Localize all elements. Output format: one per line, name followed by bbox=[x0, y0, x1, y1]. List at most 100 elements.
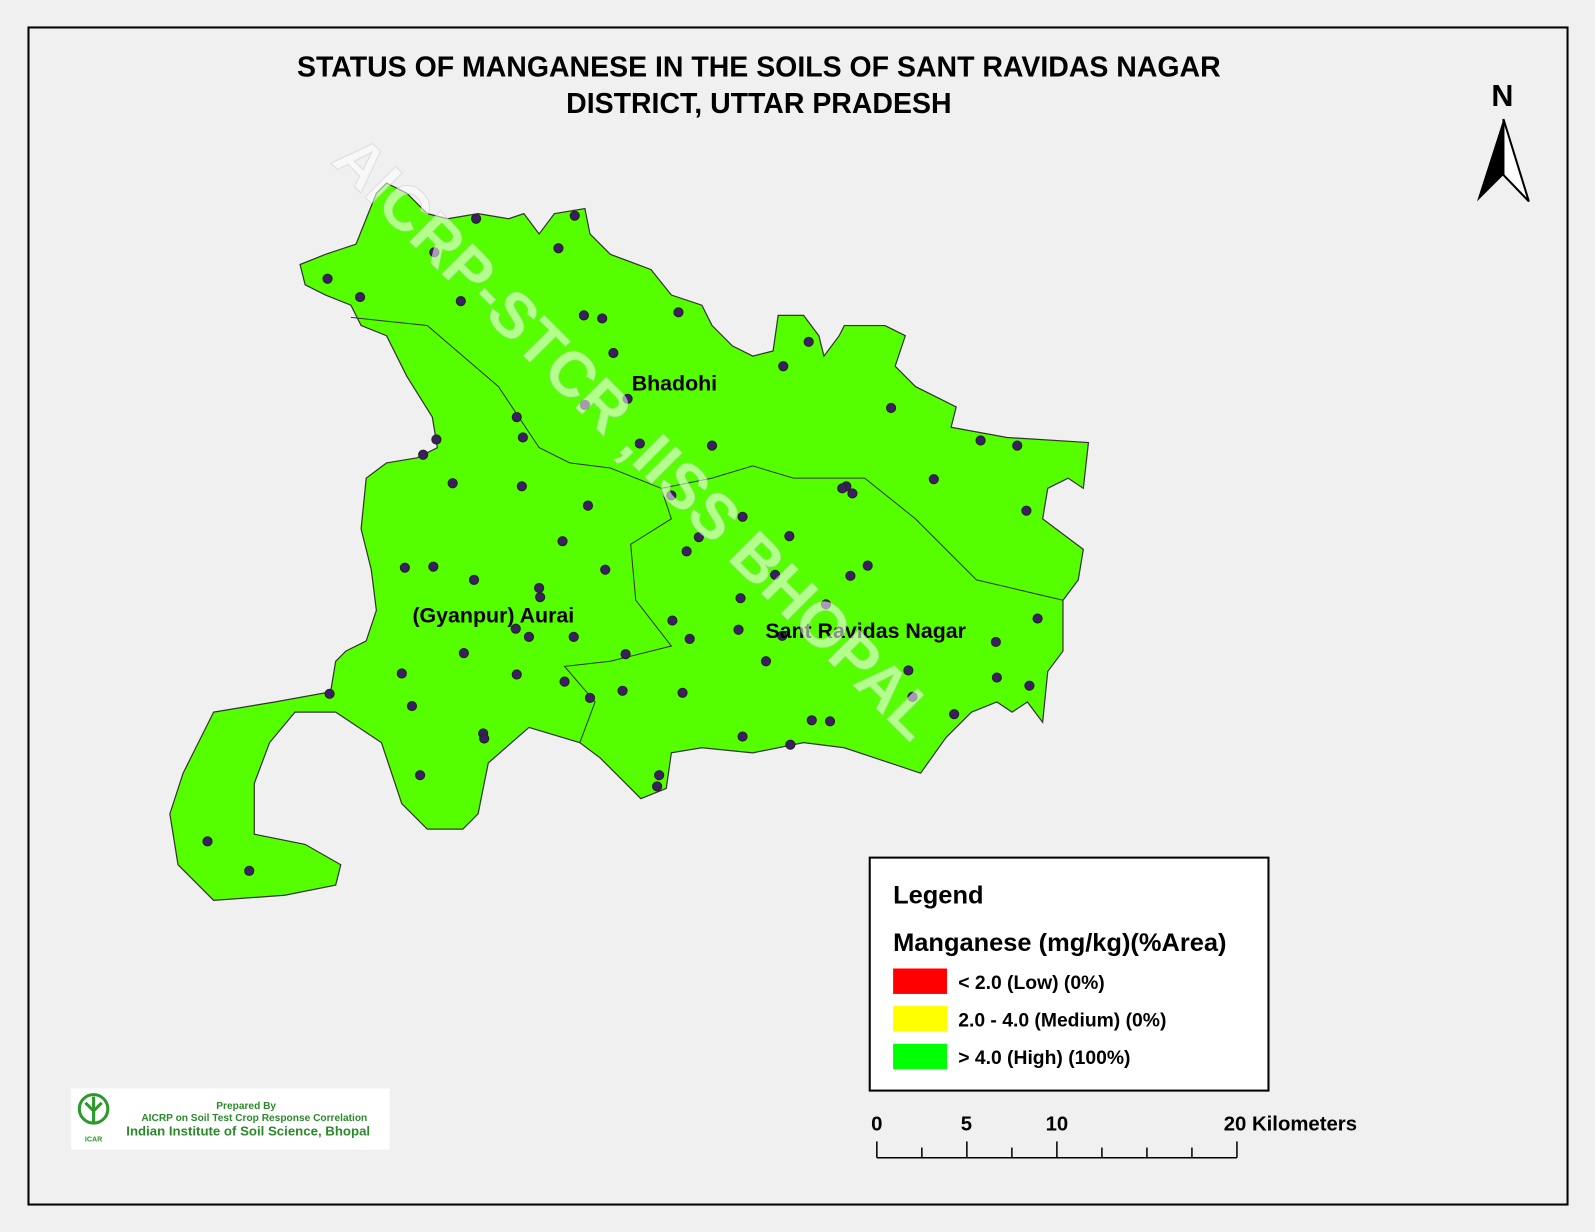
logo-text: ICAR bbox=[85, 1135, 102, 1143]
title: DISTRICT, UTTAR PRADESH bbox=[566, 88, 951, 120]
region-label: (Gyanpur) Aurai bbox=[412, 604, 574, 628]
sample-point bbox=[991, 672, 1002, 683]
legend: Legend Manganese (mg/kg)(%Area) < 2.0 (L… bbox=[868, 856, 1270, 1092]
sample-point bbox=[470, 213, 482, 224]
sample-point bbox=[578, 310, 589, 321]
sample-point bbox=[202, 836, 213, 847]
legend-swatch bbox=[893, 1006, 948, 1032]
sample-point bbox=[582, 500, 594, 511]
sample-point bbox=[455, 296, 466, 307]
sample-point bbox=[885, 402, 897, 414]
sample-point bbox=[666, 490, 677, 501]
sample-point bbox=[654, 770, 665, 781]
region-label: Bhadohi bbox=[632, 372, 717, 396]
sample-point bbox=[706, 440, 718, 451]
legend-label: > 4.0 (High) (100%) bbox=[958, 1048, 1130, 1069]
sample-point bbox=[510, 623, 521, 634]
sample-point bbox=[693, 532, 704, 543]
sample-point bbox=[845, 570, 856, 581]
sample-point bbox=[1024, 680, 1035, 691]
sample-points bbox=[202, 210, 1043, 876]
sample-point bbox=[777, 630, 788, 641]
scale-ticks bbox=[876, 1141, 1238, 1158]
legend-swatch bbox=[893, 1043, 948, 1070]
sample-point bbox=[429, 247, 440, 258]
sample-point bbox=[620, 649, 631, 660]
sample-point bbox=[553, 243, 564, 254]
boundary bbox=[350, 316, 673, 743]
sample-point bbox=[784, 531, 795, 542]
sample-point bbox=[862, 560, 873, 571]
sample-point bbox=[324, 688, 335, 699]
sample-point bbox=[907, 691, 918, 702]
sample-point bbox=[517, 432, 528, 443]
sample-point bbox=[479, 733, 490, 744]
sample-point bbox=[684, 633, 695, 644]
sample-point bbox=[584, 692, 596, 703]
frame bbox=[27, 26, 1569, 1206]
sample-point bbox=[760, 656, 772, 667]
legend-label: 2.0 - 4.0 (Medium) (0%) bbox=[958, 1010, 1166, 1031]
sample-point bbox=[458, 648, 469, 659]
sample-point bbox=[733, 624, 744, 635]
sample-point bbox=[516, 481, 527, 492]
sample-point bbox=[406, 700, 418, 712]
sample-point bbox=[418, 449, 429, 460]
sample-point bbox=[523, 631, 535, 642]
sample-point bbox=[535, 592, 546, 603]
legend-subtitle: Manganese (mg/kg)(%Area) bbox=[893, 929, 1226, 957]
legend-swatch bbox=[893, 968, 948, 994]
sample-point bbox=[770, 569, 781, 580]
boundary bbox=[661, 465, 1064, 601]
sample-point bbox=[244, 865, 255, 876]
legend-items: < 2.0 (Low) (0%) 2.0 - 4.0 (Medium) (0%) >… bbox=[893, 968, 1166, 1070]
sample-point bbox=[847, 488, 858, 499]
logo bbox=[84, 1096, 103, 1124]
sample-point bbox=[634, 438, 645, 449]
arrow-half bbox=[1502, 118, 1530, 203]
sample-point bbox=[617, 685, 628, 696]
sample-point bbox=[806, 715, 817, 726]
sample-point bbox=[622, 393, 633, 404]
legend-label: < 2.0 (Low) (0%) bbox=[958, 973, 1104, 994]
sample-point bbox=[737, 511, 748, 522]
sample-point bbox=[975, 435, 986, 446]
sample-point bbox=[990, 636, 1001, 648]
credit: ICAR Prepared By AICRP on Soil Test Crop… bbox=[71, 1088, 390, 1150]
title: STATUS OF MANGANESE IN THE SOILS OF SANT… bbox=[297, 51, 1221, 83]
sample-point bbox=[677, 687, 688, 698]
sample-point bbox=[447, 478, 458, 489]
sample-point bbox=[511, 669, 522, 680]
sample-point bbox=[1021, 505, 1032, 516]
sample-point bbox=[673, 307, 684, 318]
scale-label: 5 bbox=[961, 1113, 972, 1135]
boundaries bbox=[350, 316, 1064, 743]
sample-point bbox=[322, 273, 333, 284]
sample-point bbox=[569, 210, 580, 221]
credit-text: Indian Institute of Soil Science, Bhopal bbox=[126, 1123, 370, 1138]
sample-point bbox=[803, 336, 814, 347]
sample-point bbox=[737, 731, 748, 742]
sample-point bbox=[667, 615, 678, 626]
sample-point bbox=[1012, 440, 1023, 451]
north-label: N bbox=[1491, 79, 1513, 113]
sample-point bbox=[785, 739, 796, 750]
legend-title: Legend bbox=[893, 881, 983, 909]
sample-point bbox=[399, 562, 410, 573]
sample-point bbox=[652, 781, 663, 792]
sample-point bbox=[534, 582, 545, 594]
sample-point bbox=[1032, 613, 1043, 624]
sample-point bbox=[428, 561, 439, 572]
sample-point bbox=[355, 291, 366, 303]
sample-point bbox=[824, 716, 836, 727]
sample-point bbox=[820, 599, 832, 610]
sample-point bbox=[600, 564, 611, 575]
sample-point bbox=[597, 313, 608, 324]
sample-point bbox=[928, 474, 939, 485]
sample-point bbox=[415, 770, 426, 781]
sample-point bbox=[568, 631, 579, 642]
sample-point bbox=[579, 399, 590, 410]
credit-box bbox=[71, 1088, 390, 1150]
sample-point bbox=[837, 483, 848, 494]
